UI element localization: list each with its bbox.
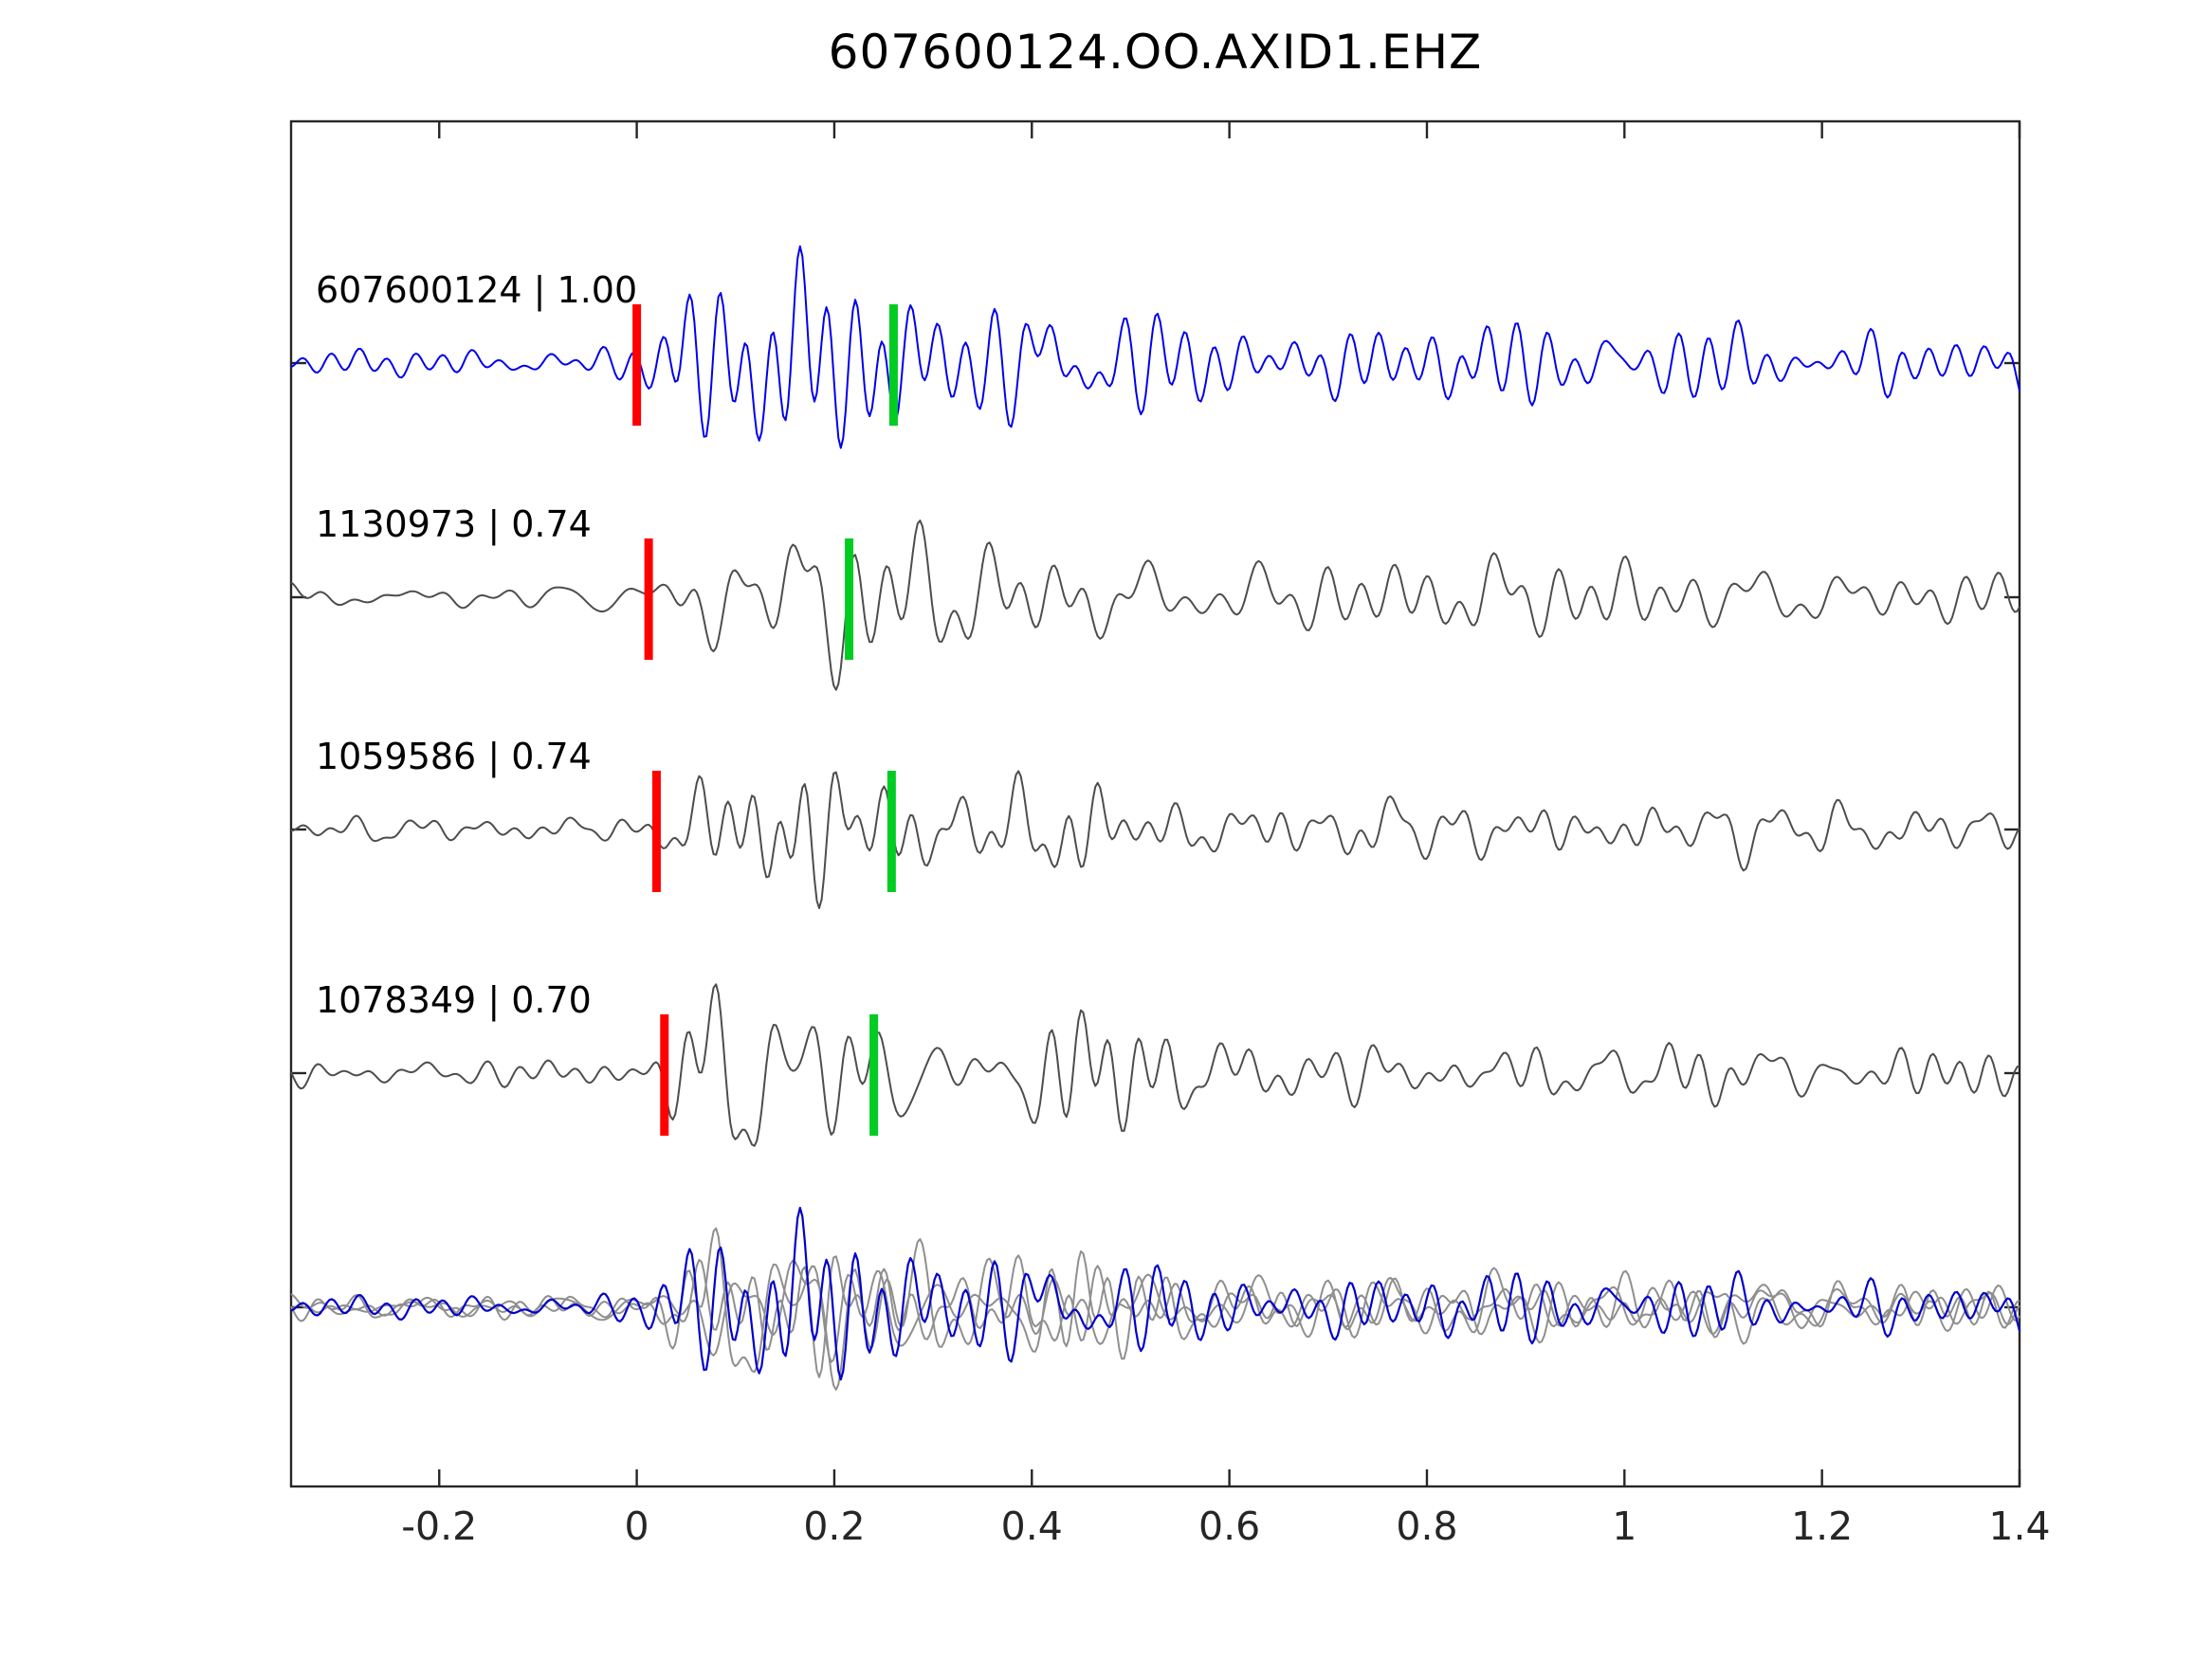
plot-border [289, 119, 2021, 1488]
trace-waveform [290, 245, 2020, 449]
trace-label: 607600124 | 1.00 [316, 269, 637, 312]
overlay-waveform-blue [290, 1207, 2021, 1381]
x-tick-label: 0.4 [1001, 1504, 1063, 1549]
trace-label: 1130973 | 0.74 [316, 503, 592, 546]
x-tick-label: 0 [625, 1504, 649, 1549]
x-tick-label: 0.2 [803, 1504, 865, 1549]
trace-label: 1059586 | 0.74 [316, 736, 592, 778]
x-tick-label: 0.6 [1198, 1504, 1260, 1549]
figure-title: 607600124.OO.AXID1.EHZ [828, 25, 1483, 80]
x-tick-label: -0.2 [401, 1504, 477, 1549]
x-tick-label: 0.8 [1396, 1504, 1457, 1549]
x-tick-label: 1.4 [1988, 1504, 2050, 1549]
trace-waveform [290, 983, 2020, 1147]
x-tick-label: 1.2 [1791, 1504, 1853, 1549]
trace-waveform [290, 520, 2020, 691]
x-tick-label: 1 [1612, 1504, 1636, 1549]
trace-label: 1078349 | 0.70 [316, 979, 592, 1022]
trace-waveform [290, 770, 2020, 909]
